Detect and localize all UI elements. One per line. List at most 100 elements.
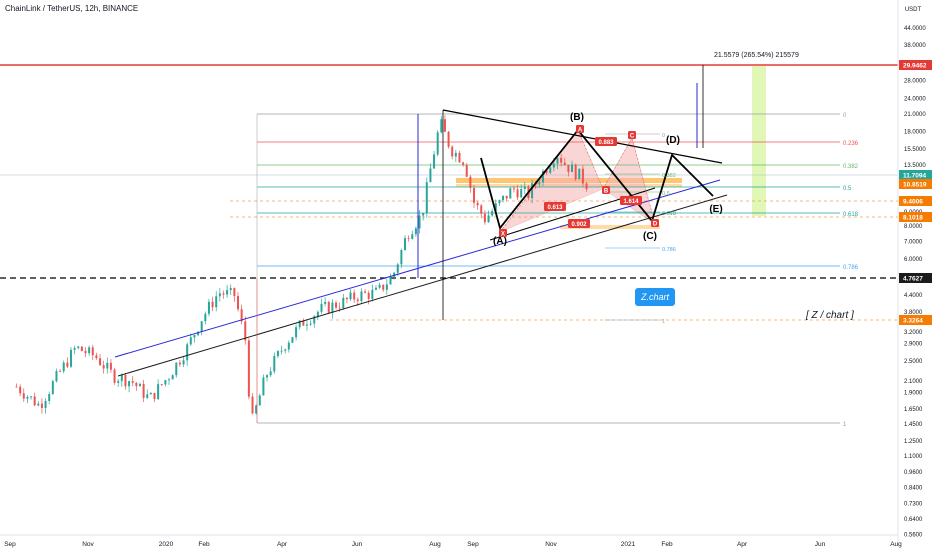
harmonic-point-label: B [604, 189, 609, 195]
harmonic-point: C [628, 131, 636, 140]
candle [247, 338, 250, 400]
candle [66, 357, 69, 369]
candle [276, 350, 279, 359]
price-badge: 9.4006 [899, 196, 932, 206]
price-tick-label: 0.7300 [904, 502, 923, 508]
candle [229, 284, 232, 295]
candle [462, 161, 465, 167]
candle [305, 320, 308, 331]
time-tick-label: Feb [661, 541, 673, 548]
candle [142, 379, 145, 402]
candle [160, 383, 163, 387]
candle [211, 296, 214, 312]
candle [255, 404, 258, 415]
candle [153, 392, 156, 403]
candle [215, 291, 218, 312]
candle [182, 355, 185, 368]
wave-path [480, 128, 714, 230]
price-badge: 10.8519 [899, 179, 932, 189]
candle [320, 298, 323, 315]
fib-level-label: 1 [662, 319, 665, 325]
candle [574, 163, 577, 181]
fib-level-label: 0.5 [662, 191, 670, 197]
price-badge: 29.9462 [899, 60, 932, 70]
candle [585, 181, 588, 192]
candle [258, 393, 261, 406]
time-tick-label: Apr [277, 541, 288, 548]
candle [207, 298, 210, 317]
chart-title: ChainLink / TetherUS, 12h, BINANCE [5, 4, 138, 13]
fib-level-label: 0.382 [662, 173, 676, 179]
candle [436, 130, 439, 157]
price-badge-label: 29.9462 [903, 63, 927, 70]
candle [80, 346, 83, 352]
candle [55, 368, 58, 383]
fib-level-label: 0.236 [843, 141, 859, 147]
candle [37, 400, 40, 407]
fib-level-label: 0 [662, 133, 665, 139]
candle [40, 398, 43, 414]
candle [251, 392, 254, 415]
logo-badge: Z.chart [635, 288, 675, 306]
price-tick-label: 28.0000 [904, 78, 926, 84]
price-tick-label: 44.0000 [904, 26, 926, 32]
price-badge-label: 9.4006 [903, 199, 923, 206]
candle [364, 289, 367, 294]
candle [149, 391, 152, 395]
price-tick-label: 6.0000 [904, 257, 923, 263]
candle [563, 157, 566, 166]
target-zone [752, 66, 766, 216]
candle [171, 374, 174, 380]
price-tick-label: 2.5000 [904, 359, 923, 365]
wave-label: (B) [570, 112, 584, 123]
candle [30, 395, 33, 400]
candle [425, 177, 428, 218]
candle [69, 347, 72, 369]
harmonic-point-label: D [653, 222, 658, 228]
price-tick-label: 3.2000 [904, 330, 923, 336]
fib-level-label: 0 [843, 113, 847, 119]
price-tick-label: 18.0000 [904, 130, 926, 136]
fib-level-label: 0.382 [843, 164, 859, 170]
price-tick-label: 1.6500 [904, 407, 923, 413]
candle [102, 360, 105, 374]
support-trendline [117, 194, 728, 377]
price-badge-label: 4.7627 [903, 276, 923, 283]
candle [186, 342, 189, 366]
ratio-badge: 0.883 [595, 137, 617, 146]
candle [240, 304, 243, 325]
candle [451, 145, 454, 160]
fib-level-label: 0.618 [662, 211, 676, 217]
candle [418, 210, 421, 234]
candle [266, 374, 269, 382]
candle [222, 290, 225, 299]
candle [349, 289, 352, 302]
price-tick-label: 1.1000 [904, 454, 923, 460]
candle [327, 300, 330, 314]
candle [360, 288, 363, 305]
candle [124, 372, 127, 390]
measure-label: 21.5579 (265.54%) 215579 [714, 52, 799, 59]
candle [498, 199, 501, 206]
wave-label: (E) [709, 204, 722, 215]
candle [73, 345, 76, 355]
ratio-badge: 0.613 [544, 202, 566, 211]
candle [353, 289, 356, 303]
candle [385, 278, 388, 295]
candle [512, 185, 515, 193]
candle [280, 345, 283, 355]
candle [487, 210, 490, 223]
fib-level-label: 1 [843, 422, 847, 428]
candle [335, 300, 338, 310]
harmonic-point-label: C [630, 134, 635, 140]
candle [505, 195, 508, 202]
time-tick-label: Jun [815, 541, 826, 548]
candle [578, 168, 581, 180]
candle [567, 164, 570, 177]
candle [273, 352, 276, 374]
candle [382, 284, 385, 292]
candle [189, 333, 192, 346]
ratio-label: 0.902 [571, 222, 587, 228]
price-tick-label: 0.6400 [904, 517, 923, 523]
